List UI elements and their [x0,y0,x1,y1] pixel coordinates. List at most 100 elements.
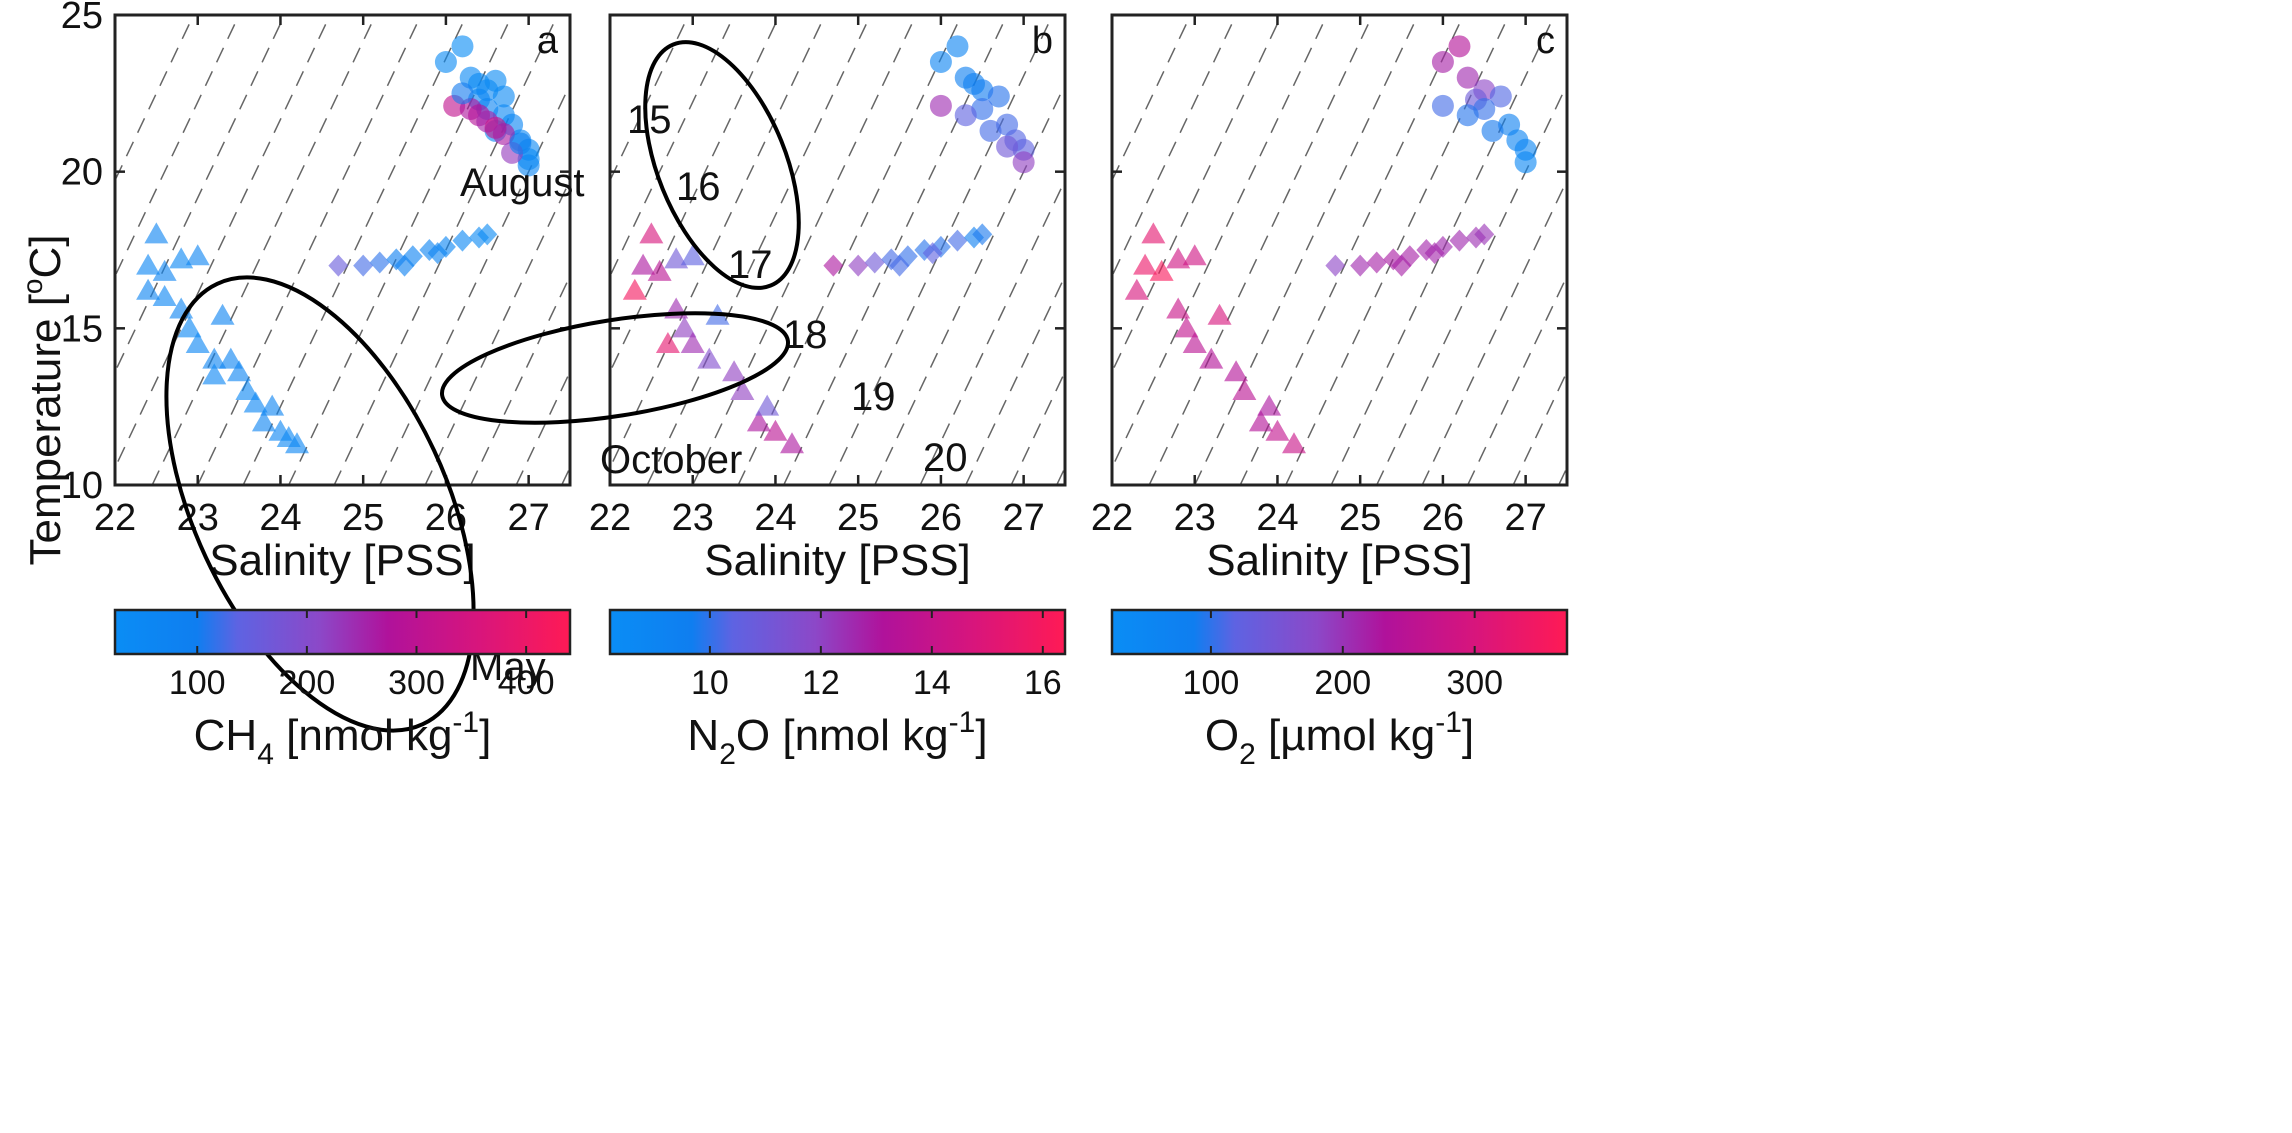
y-tick-label: 15 [61,308,103,350]
data-point-triangle [260,394,285,416]
x-tick-label: 24 [754,497,796,539]
x-axis-label: Salinity [PSS] [209,536,476,585]
data-point-diamond [328,254,349,277]
data-point-triangle [1149,259,1174,281]
plot-frame [1110,13,1569,487]
data-point-diamond [452,229,473,252]
data-point-circle [1514,151,1537,174]
data-point-triangle [680,332,705,353]
colorbar-tick-label: 14 [913,664,951,702]
colorbar-c: 100 200 300 O2 [µmol kg-1] [1110,608,1569,771]
colorbar-tick-label: 300 [388,664,445,702]
data-point-diamond [823,254,844,277]
data-point-circle [971,98,994,120]
data-point-triangle [202,363,227,385]
data-point-triangle [722,360,747,382]
x-tick-label: 25 [837,497,879,539]
data-point-circle [492,123,515,146]
data-point-triangle [631,253,656,275]
data-point-circle [1481,119,1504,142]
data-point-diamond [427,242,448,265]
august-group-outline [643,40,801,290]
panel-letter: a [537,20,559,62]
data-point-triangle [144,222,169,244]
colorbar-tick-label: 200 [279,664,336,702]
colorbar-gradient [1110,608,1569,656]
colorbar-label: CH4 [nmol kg-1] [194,706,492,771]
data-point-triangle [672,316,697,338]
y-tick-label: 25 [61,0,103,37]
data-point-circle [1489,85,1512,108]
data-point-triangle [755,394,780,416]
data-point-diamond [394,254,415,277]
y-tick-label: 20 [61,152,103,194]
colorbar-gradient [113,608,572,656]
data-point-triangle [251,410,276,432]
colorbar-b: 10 12 14 16 N2O [nmol kg-1] [608,608,1067,771]
data-point-triangle [680,244,705,266]
data-point-circle [451,82,474,105]
plot-frame [113,13,572,487]
data-point-diamond [1449,229,1470,252]
data-point-circle [1012,151,1035,174]
colorbar-tick-label: 100 [169,664,226,702]
data-point-diamond [1391,254,1412,277]
october-label: October [600,438,742,482]
isopycnal-lines [1112,15,1567,485]
data-point-triangle [1166,297,1191,319]
isopycnal-label: 19 [851,375,896,419]
data-point-diamond [864,251,885,274]
data-point-circle [509,132,532,155]
x-tick-label: 26 [920,497,962,539]
x-tick-label: 22 [1091,497,1133,539]
data-point-diamond [922,242,943,265]
data-point-circle [517,154,540,177]
x-axis-label: Salinity [PSS] [1206,536,1473,585]
data-point-triangle [185,332,210,353]
x-tick-label: 22 [589,497,631,539]
data-point-triangle [177,316,202,338]
data-point-circle [996,135,1019,158]
data-point-triangle [136,278,161,300]
data-point-triangle [1257,394,1282,416]
data-point-triangle [1207,303,1232,325]
data-point-triangle [639,222,664,244]
plot-frame [608,13,1067,487]
may-group-outline [164,275,476,733]
x-tick-label: 27 [1002,497,1044,539]
data-point-circle [1431,51,1454,73]
data-point-circle [1473,98,1496,120]
x-tick-label: 27 [1504,497,1546,539]
data-point-circle [1448,35,1471,58]
data-point-triangle [1182,332,1207,353]
data-point-triangle [1232,379,1257,400]
data-point-triangle [1199,347,1224,369]
isopycnal-label: 20 [923,436,968,480]
data-point-circle [451,35,474,58]
data-point-diamond [1366,251,1387,274]
data-point-diamond [1350,254,1371,277]
markers [622,35,1035,454]
data-point-triangle [1133,253,1158,275]
colorbar-gradient [608,608,1067,656]
data-point-circle [929,94,952,117]
x-tick-label: 22 [94,497,136,539]
x-axis-label: Salinity [PSS] [704,536,971,585]
data-point-diamond [1325,254,1346,277]
data-point-circle [946,35,969,58]
colorbar-tick-label: 100 [1183,664,1240,702]
colorbar-tick-label: 400 [498,664,555,702]
october-group-outline [439,311,791,425]
x-tick-label: 25 [342,497,384,539]
y-axis-label: Temperature [oC] [17,234,70,565]
data-point-circle [929,51,952,73]
isopycnal-label: 18 [783,313,828,357]
data-point-triangle [1248,410,1273,432]
data-point-diamond [369,251,390,274]
data-point-triangle [185,244,210,266]
data-point-triangle [746,410,771,432]
x-tick-label: 24 [1256,497,1298,539]
data-point-diamond [353,254,374,277]
